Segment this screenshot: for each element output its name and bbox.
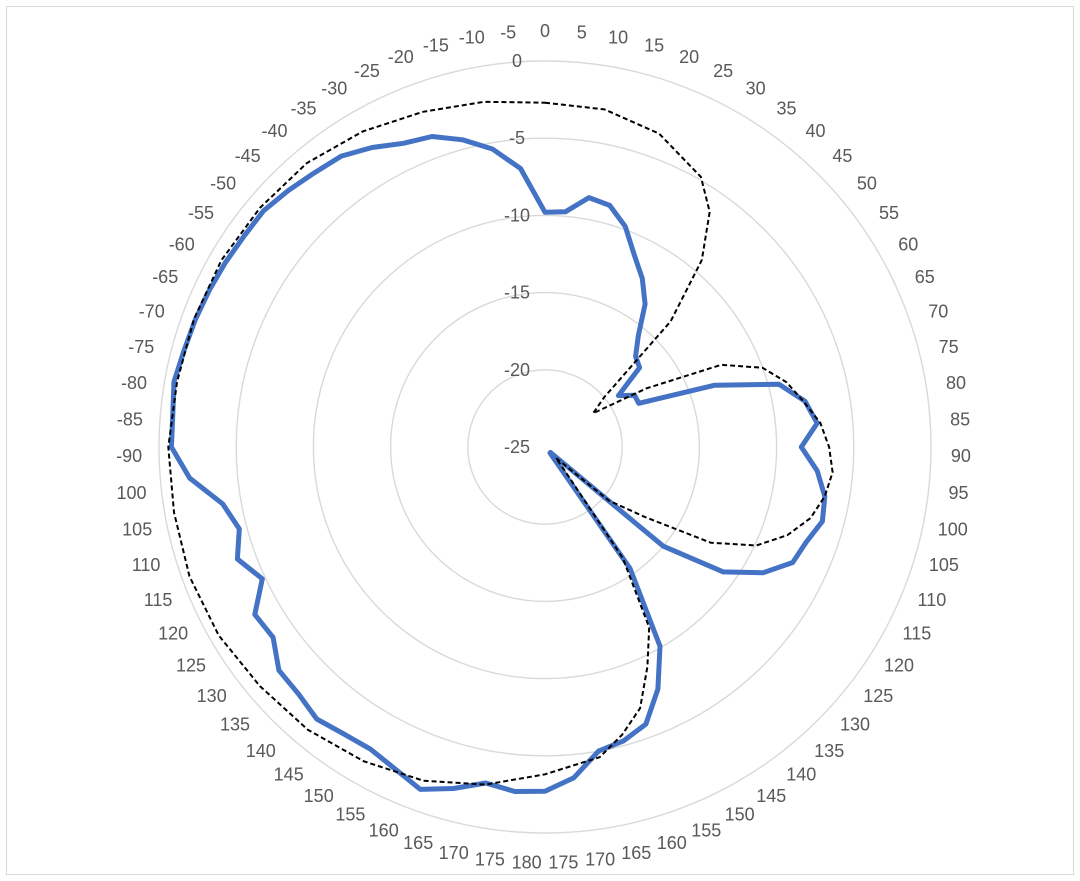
angular-tick-label: -35 [290, 98, 316, 118]
angular-tick-label: 25 [713, 61, 733, 81]
angular-tick-label: 10 [608, 28, 628, 48]
radial-tick-label: -15 [504, 283, 530, 303]
angular-tick-label: 95 [948, 483, 968, 503]
angular-tick-label: -90 [116, 446, 142, 466]
angular-tick-label: 30 [746, 78, 766, 98]
angular-tick-label: -10 [459, 28, 485, 48]
angular-tick-label: 170 [439, 843, 469, 863]
angular-tick-label: 50 [857, 174, 877, 194]
angular-tick-label: 80 [946, 373, 966, 393]
chart-frame [6, 6, 1074, 875]
angular-tick-label: 120 [884, 656, 914, 676]
angular-tick-label: -15 [423, 36, 449, 56]
angular-tick-label: 100 [938, 519, 968, 539]
angular-tick-label: 175 [475, 849, 505, 869]
radial-tick-label: 0 [512, 51, 522, 71]
angular-tick-label: 160 [657, 833, 687, 853]
angular-tick-label: -5 [500, 23, 516, 43]
angular-tick-label: 70 [928, 302, 948, 322]
angular-tick-label: -70 [139, 302, 165, 322]
angular-tick-label: -45 [235, 146, 261, 166]
grid-ring [389, 291, 701, 603]
angular-tick-label: 165 [403, 833, 433, 853]
angular-tick-label: 65 [915, 267, 935, 287]
radial-tick-label: -10 [504, 205, 530, 225]
grid-ring [312, 214, 778, 680]
angular-tick-label: 20 [679, 47, 699, 67]
angular-tick-label: 110 [132, 555, 161, 575]
angular-tick-label: 35 [776, 98, 796, 118]
angular-tick-label: -55 [188, 203, 214, 223]
angular-tick-label: 105 [929, 555, 959, 575]
radial-tick-label: -5 [509, 128, 525, 148]
angular-tick-label: -60 [169, 234, 195, 254]
angular-tick-label: -30 [321, 78, 347, 98]
grid-ring [235, 137, 855, 757]
angular-tick-label: -75 [128, 337, 154, 357]
angular-tick-label: 175 [548, 853, 578, 873]
angular-tick-label: 140 [786, 765, 816, 785]
angular-tick-label: 5 [577, 23, 587, 43]
angular-tick-label: 180 [512, 853, 542, 873]
angular-tick-label: -80 [121, 373, 147, 393]
angular-tick-label: -50 [210, 174, 236, 194]
angular-tick-label: 125 [863, 686, 893, 706]
series-line-solid [168, 134, 828, 794]
series-line-dashed [167, 100, 834, 786]
angular-tick-label: 55 [879, 203, 899, 223]
radial-tick-label: -25 [504, 437, 530, 457]
angular-tick-label: 130 [197, 686, 227, 706]
angular-tick-label: 160 [369, 820, 399, 840]
angular-tick-label: 135 [814, 741, 844, 761]
angular-tick-label: 150 [725, 805, 755, 825]
angular-tick-label: 100 [116, 483, 146, 503]
angular-tick-label: 150 [304, 786, 334, 806]
angular-tick-label: 130 [840, 714, 870, 734]
radial-tick-label: -20 [504, 360, 530, 380]
angular-tick-label: 145 [274, 765, 304, 785]
angular-tick-label: 15 [644, 36, 664, 56]
angular-tick-label: 110 [918, 590, 947, 610]
angular-tick-label: -65 [152, 267, 178, 287]
angular-tick-label: 115 [903, 623, 932, 643]
grid-ring [158, 60, 932, 834]
angular-tick-label: 90 [951, 446, 971, 466]
angular-tick-label: -85 [117, 409, 143, 429]
angular-tick-label: 155 [691, 820, 721, 840]
angular-tick-label: -40 [261, 121, 287, 141]
angular-tick-label: 140 [246, 741, 276, 761]
angular-tick-label: -25 [354, 61, 380, 81]
angular-tick-label: 170 [585, 849, 615, 869]
angular-tick-label: 0 [540, 21, 550, 41]
angular-tick-label: 155 [335, 805, 365, 825]
angular-tick-label: 75 [939, 337, 959, 357]
angular-tick-label: -20 [388, 47, 414, 67]
angular-tick-label: 45 [832, 146, 852, 166]
angular-tick-label: 40 [805, 121, 825, 141]
angular-tick-label: 145 [756, 786, 786, 806]
angular-tick-label: 115 [144, 590, 173, 610]
grid-ring [467, 369, 623, 525]
angular-tick-label: 165 [621, 843, 651, 863]
angular-tick-label: 85 [950, 409, 970, 429]
angular-tick-label: 125 [176, 656, 206, 676]
angular-tick-label: 60 [898, 234, 918, 254]
angular-tick-label: 120 [158, 623, 188, 643]
angular-tick-label: 135 [220, 714, 250, 734]
angular-tick-label: 105 [122, 519, 152, 539]
